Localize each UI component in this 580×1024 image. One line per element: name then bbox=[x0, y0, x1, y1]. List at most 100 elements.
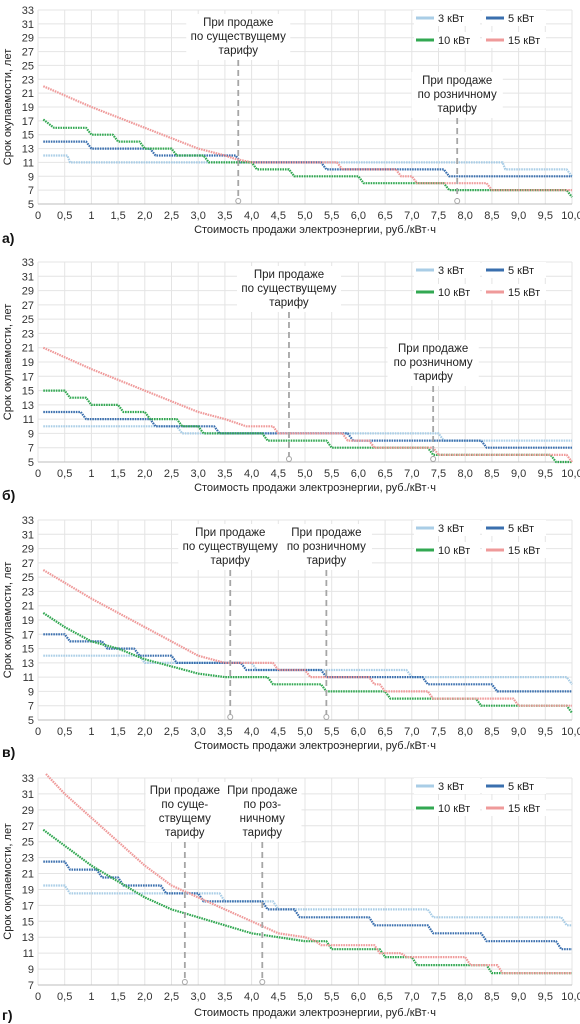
y-tick-label: 31 bbox=[22, 789, 34, 801]
x-tick-label: 3,5 bbox=[217, 991, 232, 1003]
y-tick-label: 11 bbox=[23, 948, 34, 960]
x-tick-label: 4,0 bbox=[244, 468, 259, 480]
y-tick-label: 27 bbox=[22, 300, 34, 312]
y-tick-label: 29 bbox=[22, 544, 34, 556]
y-tick-label: 25 bbox=[22, 572, 34, 584]
y-axis-label: Срок окупаемости, лет bbox=[2, 823, 14, 939]
panel-label: г) bbox=[2, 1007, 13, 1023]
y-tick-label: 17 bbox=[22, 116, 34, 128]
y-tick-label: 25 bbox=[22, 837, 34, 849]
series-line-4 bbox=[42, 346, 573, 463]
legend-label: 10 кВт bbox=[438, 287, 470, 299]
y-tick-label: 9 bbox=[28, 964, 34, 976]
x-tick-label: 6,5 bbox=[377, 991, 392, 1003]
y-tick-label: 31 bbox=[22, 529, 34, 541]
x-tick-label: 1 bbox=[88, 210, 94, 222]
x-tick-label: 6,0 bbox=[351, 726, 366, 738]
x-tick-label: 2,5 bbox=[164, 468, 179, 480]
annotation-text: тарифу bbox=[165, 827, 205, 839]
legend-label: 5 кВт bbox=[508, 265, 534, 277]
y-tick-label: 31 bbox=[22, 271, 34, 283]
x-tick-label: 6,0 bbox=[351, 210, 366, 222]
x-tick-label: 4,5 bbox=[271, 726, 286, 738]
annotation-text: тарифу bbox=[219, 45, 259, 57]
y-tick-label: 21 bbox=[22, 343, 34, 355]
x-tick-label: 5,0 bbox=[297, 726, 312, 738]
y-tick-label: 17 bbox=[22, 371, 34, 383]
series-line-2 bbox=[43, 410, 572, 449]
legend-label: 10 кВт bbox=[438, 803, 470, 815]
y-tick-label: 13 bbox=[22, 658, 34, 670]
legend-label: 10 кВт bbox=[438, 35, 470, 47]
x-tick-label: 2,0 bbox=[137, 210, 152, 222]
y-tick-label: 11 bbox=[23, 157, 34, 169]
annotation-box bbox=[178, 524, 283, 570]
legend-bg bbox=[414, 800, 480, 816]
annotation-text: тарифу bbox=[413, 371, 453, 383]
y-tick-label: 19 bbox=[22, 357, 34, 369]
legend-bg bbox=[414, 778, 480, 794]
y-tick-label: 7 bbox=[28, 980, 34, 992]
y-tick-label: 33 bbox=[22, 773, 34, 785]
x-tick-label: 3,5 bbox=[217, 726, 232, 738]
y-tick-label: 11 bbox=[23, 672, 34, 684]
y-tick-label: 19 bbox=[22, 102, 34, 114]
series-line-2 bbox=[43, 633, 572, 693]
x-tick-label: 1,5 bbox=[110, 991, 125, 1003]
legend-bg bbox=[414, 520, 480, 536]
x-tick-label: 3,0 bbox=[191, 726, 206, 738]
x-tick-label: 1,5 bbox=[110, 468, 125, 480]
annotation-box bbox=[280, 524, 372, 570]
annotation-text: ничному bbox=[240, 813, 286, 825]
y-tick-label: 15 bbox=[22, 130, 34, 142]
y-tick-label: 21 bbox=[22, 601, 34, 613]
x-axis-label: Стоимость продажи электроэнергии, руб./к… bbox=[194, 1007, 436, 1019]
legend-label: 3 кВт bbox=[438, 781, 464, 793]
annotation-marker-dot bbox=[259, 979, 266, 985]
x-tick-label: 1,5 bbox=[110, 726, 125, 738]
legend-bg bbox=[414, 262, 480, 278]
series-line-4 bbox=[45, 773, 572, 975]
x-tick-label: 5,0 bbox=[297, 210, 312, 222]
y-axis-label: Срок окупаемости, лет bbox=[2, 304, 14, 420]
x-tick-label: 2,5 bbox=[164, 726, 179, 738]
legend-label: 5 кВт bbox=[508, 13, 534, 25]
panel-label: а) bbox=[2, 230, 14, 246]
annotation-box bbox=[236, 266, 341, 312]
legend-bg bbox=[414, 542, 480, 558]
legend-bg bbox=[482, 262, 546, 278]
legend-label: 10 кВт bbox=[438, 545, 470, 557]
series-line-2 bbox=[43, 140, 572, 178]
legend-label: 15 кВт bbox=[508, 545, 540, 557]
y-tick-label: 13 bbox=[22, 144, 34, 156]
x-tick-label: 9,5 bbox=[538, 468, 553, 480]
annotation-text: тарифу bbox=[211, 555, 251, 567]
annotation-box bbox=[223, 782, 302, 842]
legend-bg bbox=[414, 284, 480, 300]
legend-bg bbox=[482, 10, 546, 26]
x-tick-label: 5,0 bbox=[297, 468, 312, 480]
y-tick-label: 27 bbox=[22, 558, 34, 570]
legend-label: 5 кВт bbox=[508, 523, 534, 535]
annotation-text: При продаже bbox=[195, 527, 265, 539]
legend-label: 3 кВт bbox=[438, 265, 464, 277]
x-tick-label: 8,5 bbox=[484, 726, 499, 738]
x-tick-label: 8,0 bbox=[458, 991, 473, 1003]
series-line-1 bbox=[43, 654, 573, 685]
legend-label: 15 кВт bbox=[508, 35, 540, 47]
legend-label: 3 кВт bbox=[438, 523, 464, 535]
x-tick-label: 4,5 bbox=[271, 210, 286, 222]
y-tick-label: 27 bbox=[22, 821, 34, 833]
legend-bg bbox=[482, 542, 546, 558]
y-tick-label: 15 bbox=[22, 644, 34, 656]
legend-bg bbox=[414, 10, 480, 26]
annotation-text: При продаже bbox=[203, 17, 273, 29]
y-tick-label: 9 bbox=[28, 686, 34, 698]
annotation-text: При продаже bbox=[291, 527, 361, 539]
y-axis-label: Срок окупаемости, лет bbox=[2, 49, 14, 165]
x-tick-label: 2,5 bbox=[164, 210, 179, 222]
annotation-text: по существущему bbox=[191, 31, 286, 43]
x-tick-label: 5,0 bbox=[297, 991, 312, 1003]
annotation-text: по существущему bbox=[183, 541, 278, 553]
y-tick-label: 25 bbox=[22, 314, 34, 326]
